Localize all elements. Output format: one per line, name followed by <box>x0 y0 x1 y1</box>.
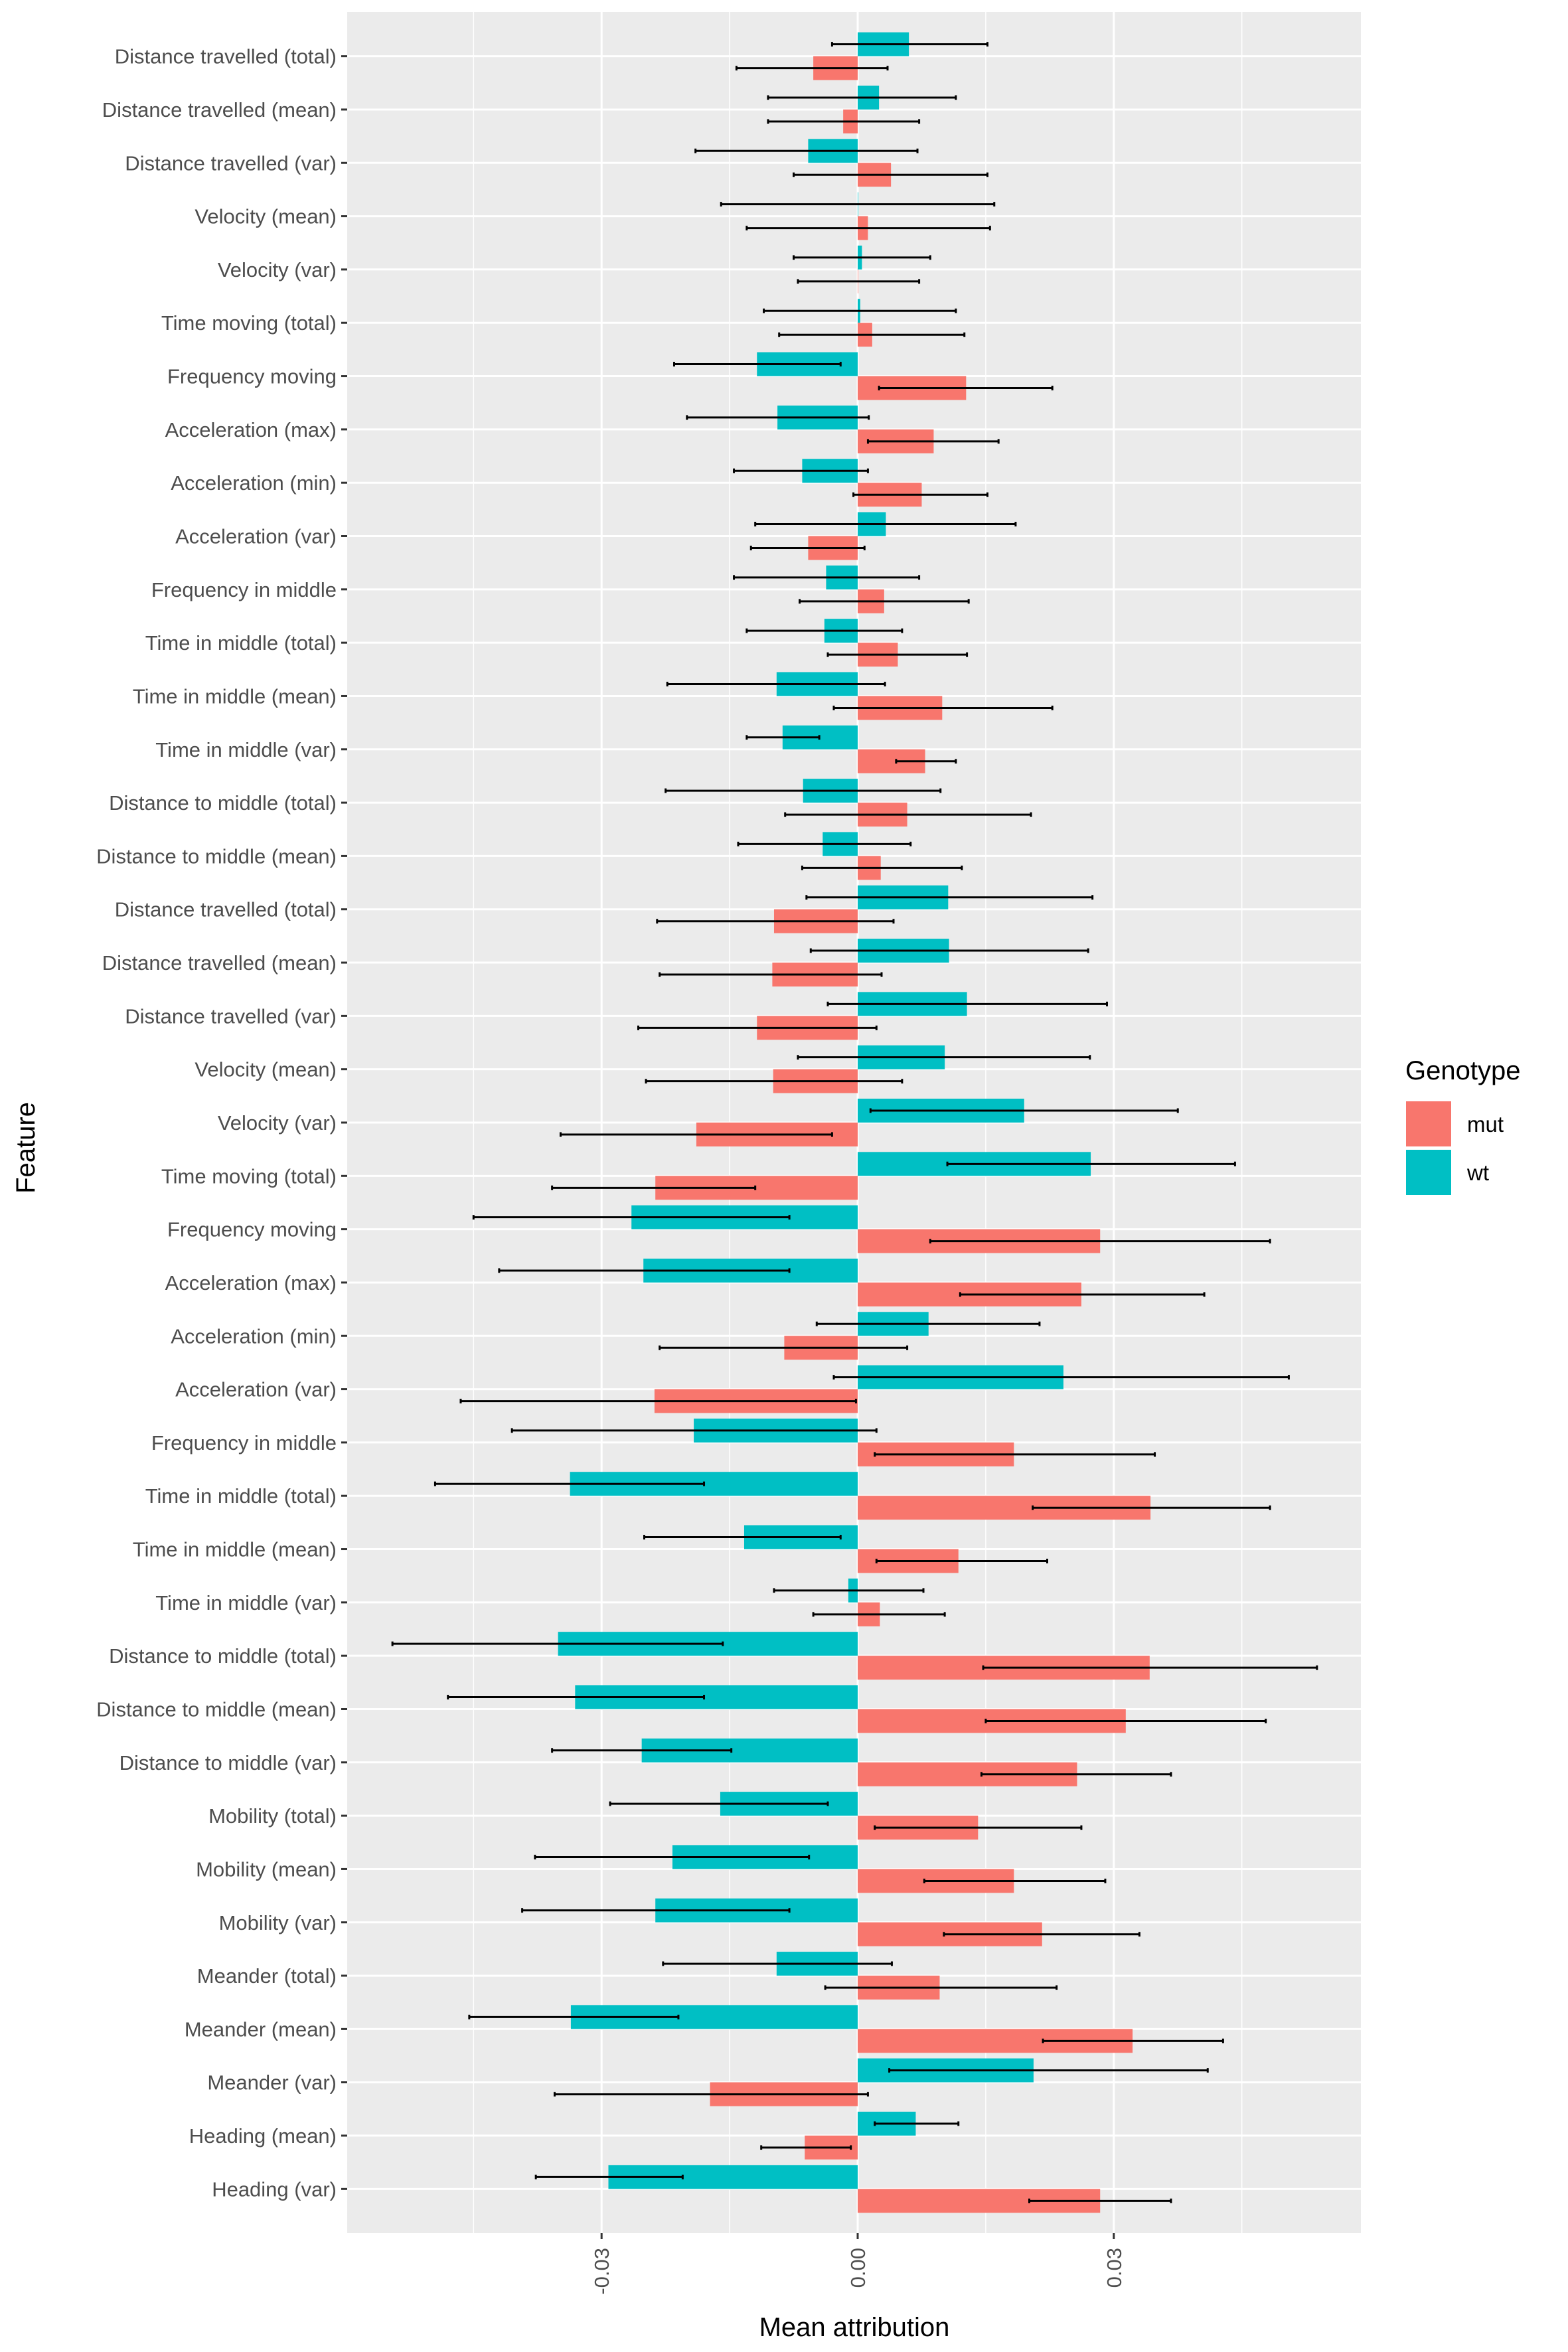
y-tick-label-20: Velocity (var) <box>218 1111 337 1135</box>
y-tick-label-35: Mobility (var) <box>219 1911 337 1934</box>
y-tick-label-11: Time in middle (total) <box>145 631 337 655</box>
x-tick-label-1: 0.00 <box>846 2248 870 2288</box>
legend: Genotype mut wt <box>1405 1056 1520 1195</box>
y-tick-label-7: Acceleration (max) <box>165 418 337 441</box>
y-tick-label-0: Distance travelled (total) <box>115 45 337 68</box>
y-tick-label-32: Distance to middle (var) <box>119 1751 337 1774</box>
legend-label-mut: mut <box>1467 1112 1504 1137</box>
x-axis-ticks: -0.03 0.00 0.03 <box>590 2233 1126 2295</box>
legend-key-wt <box>1406 1150 1451 1195</box>
y-tick-label-6: Frequency moving <box>167 365 337 388</box>
y-tick-label-1: Distance travelled (mean) <box>102 98 337 121</box>
y-tick-label-15: Distance to middle (mean) <box>96 844 337 868</box>
y-tick-label-5: Time moving (total) <box>161 311 337 335</box>
y-tick-label-31: Distance to middle (mean) <box>96 1697 337 1721</box>
y-tick-label-9: Acceleration (var) <box>175 525 337 548</box>
x-tick-label-2: 0.03 <box>1103 2248 1126 2288</box>
y-tick-label-27: Time in middle (total) <box>145 1484 337 1508</box>
y-tick-label-37: Meander (mean) <box>185 2017 337 2041</box>
y-tick-label-33: Mobility (total) <box>208 1804 337 1828</box>
y-tick-label-8: Acceleration (min) <box>171 471 337 495</box>
y-tick-label-14: Distance to middle (total) <box>109 791 337 815</box>
error-bars <box>391 42 1318 2203</box>
legend-title: Genotype <box>1405 1056 1520 1085</box>
y-tick-label-4: Velocity (var) <box>218 258 337 281</box>
y-tick-label-25: Acceleration (var) <box>175 1378 337 1401</box>
y-tick-label-19: Velocity (mean) <box>195 1058 337 1081</box>
y-tick-label-16: Distance travelled (total) <box>115 898 337 921</box>
y-tick-label-30: Distance to middle (total) <box>109 1644 337 1668</box>
y-tick-label-13: Time in middle (var) <box>155 738 337 761</box>
y-axis-ticks: Distance travelled (total) Distance trave… <box>96 45 347 2201</box>
y-tick-label-22: Frequency moving <box>167 1218 337 1241</box>
y-tick-label-26: Frequency in middle <box>151 1431 337 1454</box>
y-tick-label-12: Time in middle (mean) <box>133 684 337 708</box>
y-tick-label-3: Velocity (mean) <box>195 205 337 228</box>
y-tick-label-23: Acceleration (max) <box>165 1271 337 1294</box>
y-tick-label-2: Distance travelled (var) <box>125 151 337 175</box>
y-tick-label-18: Distance travelled (var) <box>125 1004 337 1028</box>
y-tick-label-21: Time moving (total) <box>161 1164 337 1188</box>
y-tick-label-17: Distance travelled (mean) <box>102 951 337 975</box>
x-axis-title: Mean attribution <box>759 2313 950 2342</box>
legend-label-wt: wt <box>1466 1160 1489 1185</box>
y-tick-label-29: Time in middle (var) <box>155 1591 337 1614</box>
legend-key-mut <box>1406 1101 1451 1146</box>
y-tick-label-28: Time in middle (mean) <box>133 1538 337 1561</box>
y-axis-title: Feature <box>11 1102 40 1194</box>
x-tick-label-0: -0.03 <box>590 2248 613 2295</box>
y-tick-label-39: Heading (mean) <box>189 2124 337 2148</box>
y-tick-label-38: Meander (var) <box>207 2071 337 2094</box>
y-tick-label-10: Frequency in middle <box>151 578 337 601</box>
y-tick-label-34: Mobility (mean) <box>196 1857 337 1881</box>
y-tick-label-40: Heading (var) <box>212 2177 337 2201</box>
y-tick-label-36: Meander (total) <box>197 1964 337 1988</box>
y-tick-label-24: Acceleration (min) <box>171 1324 337 1348</box>
